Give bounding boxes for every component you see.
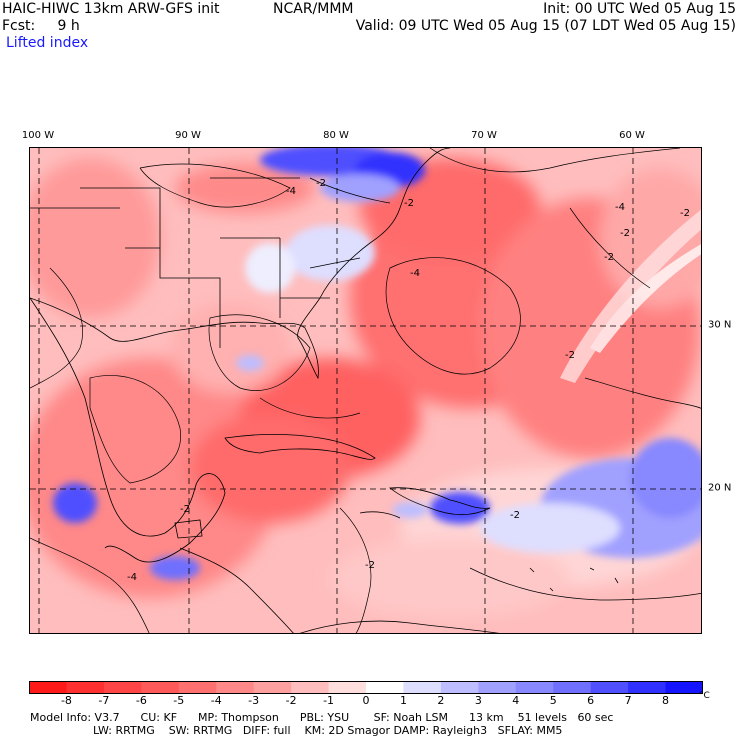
colorbar-swatch	[66, 681, 105, 694]
coastlines	[30, 148, 619, 633]
contour-lines	[30, 148, 701, 633]
contour-label: -2	[404, 198, 414, 209]
map-svg: -2 -4 -2 -4 -4 -2 -2 -2 -2 -2 -4 -2 -2	[30, 148, 701, 633]
colorbar-label: 3	[474, 694, 482, 707]
colorbar-label: 5	[549, 694, 557, 707]
colorbar-label: 7	[624, 694, 632, 707]
colorbar-swatch	[553, 681, 592, 694]
colorbar-label: 4	[512, 694, 520, 707]
colorbar-label: 1	[399, 694, 407, 707]
contour-label: -4	[410, 268, 420, 279]
colorbar-label: -2	[285, 694, 297, 707]
colorbar-label: -8	[60, 694, 72, 707]
contour-label: -4	[615, 202, 625, 213]
colorbar-swatch	[328, 681, 367, 694]
colorbar-unit: °C	[699, 691, 710, 701]
lon-label-90w: 90 W	[175, 130, 201, 141]
valid-time: Valid: 09 UTC Wed 05 Aug 15 (07 LDT Wed …	[355, 18, 736, 34]
contour-label: -2	[680, 208, 690, 219]
contour-label: -2	[565, 350, 575, 361]
lon-label-100w: 100 W	[21, 130, 55, 141]
colorbar-swatch	[515, 681, 554, 694]
colorbar-swatch	[29, 681, 67, 694]
colorbar-label: -3	[248, 694, 260, 707]
model-title: HAIC-HIWC 13km ARW-GFS init	[2, 1, 220, 17]
colorbar-swatch	[141, 681, 180, 694]
colorbar-swatch	[178, 681, 217, 694]
colorbar-swatch	[253, 681, 292, 694]
lifted-index-map: -2 -4 -2 -4 -4 -2 -2 -2 -2 -2 -4 -2 -2	[29, 147, 702, 634]
contour-label: -2	[365, 560, 375, 571]
colorbar-label: 2	[437, 694, 445, 707]
lon-label-60w: 60 W	[619, 130, 645, 141]
contour-label: -2	[510, 510, 520, 521]
colorbar-label: -4	[210, 694, 222, 707]
colorbar-swatch	[665, 681, 703, 694]
contour-label: -4	[127, 572, 137, 583]
contour-label-group: -2 -4 -2 -4 -4 -2 -2 -2 -2 -2 -4 -2 -2	[127, 178, 690, 583]
colorbar-border	[29, 681, 703, 694]
colorbar-swatch	[403, 681, 442, 694]
contour-label: -2	[620, 228, 630, 239]
model-info-line-2: LW: RRTMG SW: RRTMG DIFF: full KM: 2D Sm…	[30, 724, 563, 737]
model-info-line-1: Model Info: V3.7 CU: KF MP: Thompson PBL…	[30, 711, 614, 724]
stable-areas	[53, 148, 701, 580]
colorbar-label: -5	[173, 694, 185, 707]
stable-streaks	[560, 209, 701, 383]
colorbar-swatch	[590, 681, 629, 694]
init-time: Init: 00 UTC Wed 05 Aug 15	[543, 1, 736, 17]
colorbar-swatch	[291, 681, 330, 694]
colorbar	[29, 681, 703, 694]
latlon-grid	[30, 148, 701, 633]
colorbar-swatch	[216, 681, 255, 694]
lon-label-70w: 70 W	[471, 130, 497, 141]
contour-label: -2	[316, 178, 326, 189]
lat-label-20n: 20 N	[708, 482, 732, 494]
organization: NCAR/MMM	[273, 1, 354, 17]
colorbar-label: 0	[362, 694, 370, 707]
colorbar-label: 8	[662, 694, 670, 707]
contour-label: -2	[604, 252, 614, 263]
lat-label-30n: 30 N	[708, 319, 732, 331]
colorbar-label: -1	[323, 694, 335, 707]
colorbar-label: -7	[98, 694, 110, 707]
contour-label: -4	[286, 186, 296, 197]
lon-label-80w: 80 W	[323, 130, 349, 141]
contour-label: -2	[180, 504, 190, 515]
colorbar-swatch	[440, 681, 479, 694]
colorbar-swatch	[628, 681, 667, 694]
colorbar-swatch	[366, 681, 404, 694]
colorbar-swatch	[478, 681, 517, 694]
forecast-hour: Fcst: 9 h	[2, 18, 80, 34]
colorbar-label: -6	[135, 694, 147, 707]
colorbar-label: 6	[587, 694, 595, 707]
field-name: Lifted index	[6, 35, 89, 51]
colorbar-swatch	[103, 681, 142, 694]
